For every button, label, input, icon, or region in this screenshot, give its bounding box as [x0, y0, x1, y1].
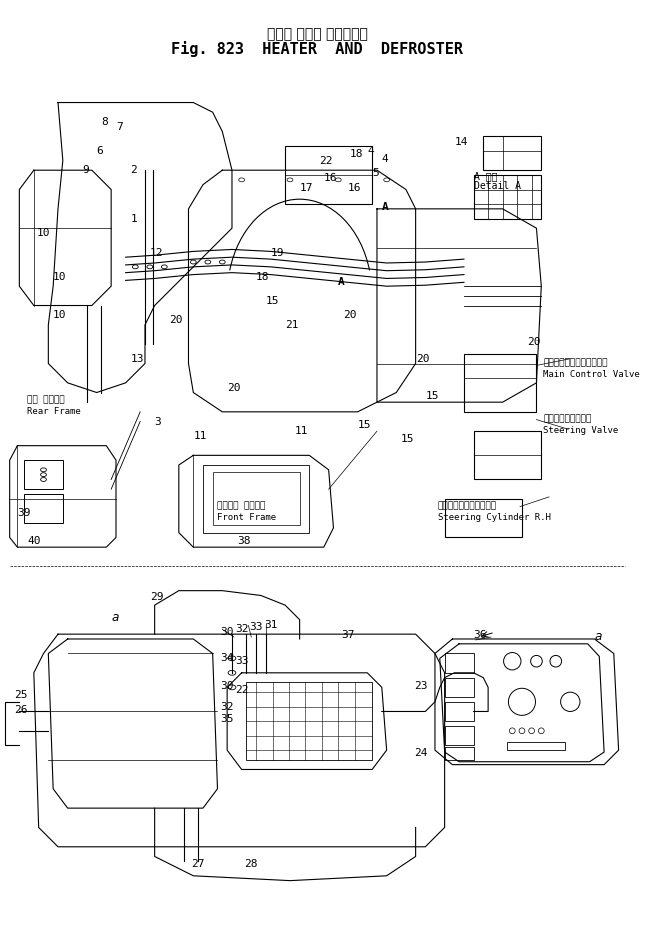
- Bar: [203, 465, 309, 533]
- Text: 8: 8: [101, 117, 108, 127]
- Text: Detail A: Detail A: [474, 180, 520, 191]
- Text: 4: 4: [382, 153, 388, 164]
- Text: 16: 16: [348, 183, 361, 193]
- Bar: [246, 683, 372, 760]
- Text: a: a: [111, 611, 119, 624]
- Text: 39: 39: [17, 509, 31, 519]
- Text: 20: 20: [416, 353, 429, 364]
- Bar: [24, 494, 63, 523]
- Text: 15: 15: [266, 296, 279, 306]
- Text: A 断面: A 断面: [474, 171, 497, 181]
- Text: 10: 10: [53, 311, 66, 320]
- Text: 19: 19: [271, 247, 284, 258]
- Bar: [464, 353, 537, 412]
- Text: 37: 37: [341, 631, 355, 640]
- Text: 20: 20: [227, 383, 240, 392]
- Text: 32: 32: [235, 624, 248, 634]
- Text: A: A: [382, 202, 388, 212]
- Text: 36: 36: [474, 631, 487, 640]
- Bar: [24, 460, 63, 489]
- Bar: [213, 472, 300, 525]
- Text: 40: 40: [27, 536, 41, 546]
- Text: 32: 32: [220, 702, 234, 711]
- Text: 33: 33: [235, 657, 248, 667]
- Text: 10: 10: [53, 272, 66, 282]
- Bar: [445, 726, 474, 745]
- Text: 35: 35: [220, 714, 234, 724]
- Text: 20: 20: [527, 338, 540, 348]
- Text: メインコントロールバルブ: メインコントロールバルブ: [543, 359, 608, 367]
- Text: 16: 16: [324, 173, 337, 183]
- Text: 15: 15: [401, 434, 415, 444]
- Text: 30: 30: [220, 628, 234, 637]
- Text: 34: 34: [220, 654, 234, 663]
- Bar: [445, 498, 522, 538]
- Text: 11: 11: [193, 432, 207, 441]
- Text: 9: 9: [82, 166, 89, 176]
- Text: 21: 21: [285, 320, 299, 330]
- Text: 24: 24: [414, 749, 427, 758]
- Text: 11: 11: [295, 426, 308, 436]
- Text: 13: 13: [131, 353, 144, 364]
- Text: 3: 3: [154, 417, 162, 427]
- Text: 22: 22: [319, 155, 332, 166]
- Text: 12: 12: [150, 247, 164, 258]
- Text: 20: 20: [169, 315, 183, 326]
- Bar: [445, 654, 474, 672]
- Bar: [445, 678, 474, 697]
- Text: 38: 38: [237, 536, 250, 546]
- Text: 23: 23: [414, 681, 427, 691]
- Text: Steering Cylinder R.H: Steering Cylinder R.H: [438, 513, 551, 523]
- Text: 10: 10: [37, 228, 50, 238]
- Text: 26: 26: [14, 705, 28, 715]
- Text: 18: 18: [350, 149, 363, 159]
- Text: 22: 22: [235, 685, 248, 696]
- Bar: [484, 137, 541, 170]
- Text: 20: 20: [343, 311, 357, 320]
- Bar: [507, 742, 566, 751]
- Text: 6: 6: [97, 146, 103, 156]
- Bar: [445, 702, 474, 721]
- Text: リヤ フレーム: リヤ フレーム: [27, 395, 64, 405]
- Text: 4: 4: [367, 146, 374, 156]
- Text: 17: 17: [300, 183, 313, 193]
- Text: 1: 1: [131, 214, 137, 224]
- Text: a: a: [595, 631, 602, 644]
- Text: 29: 29: [150, 591, 164, 602]
- Text: ヒータ および デフロスタ: ヒータ および デフロスタ: [267, 27, 367, 41]
- Text: A: A: [338, 276, 345, 286]
- Text: 右ステアリングシリンダ: 右ステアリングシリンダ: [438, 501, 497, 511]
- Text: 33: 33: [250, 621, 263, 631]
- Text: Rear Frame: Rear Frame: [27, 407, 81, 416]
- Bar: [445, 747, 474, 760]
- Text: 18: 18: [256, 272, 269, 282]
- Bar: [474, 432, 541, 480]
- Text: Main Control Valve: Main Control Valve: [543, 370, 640, 379]
- Text: 14: 14: [454, 138, 468, 147]
- Text: 15: 15: [425, 391, 439, 401]
- Text: Fig. 823  HEATER  AND  DEFROSTER: Fig. 823 HEATER AND DEFROSTER: [171, 41, 463, 57]
- Text: ステアリングバルブ: ステアリングバルブ: [543, 415, 591, 424]
- Text: Steering Valve: Steering Valve: [543, 426, 618, 435]
- Text: 31: 31: [264, 619, 277, 630]
- Text: 25: 25: [14, 690, 28, 700]
- Text: フロント フレーム: フロント フレーム: [217, 501, 266, 511]
- Text: 28: 28: [244, 859, 258, 870]
- Text: 15: 15: [357, 419, 371, 430]
- Text: 30: 30: [220, 681, 234, 691]
- Text: 2: 2: [131, 166, 137, 176]
- Text: 27: 27: [191, 859, 205, 870]
- Text: 7: 7: [116, 122, 123, 132]
- Text: Front Frame: Front Frame: [217, 513, 277, 523]
- Text: 5: 5: [372, 168, 379, 179]
- Bar: [285, 146, 372, 204]
- Bar: [474, 175, 541, 219]
